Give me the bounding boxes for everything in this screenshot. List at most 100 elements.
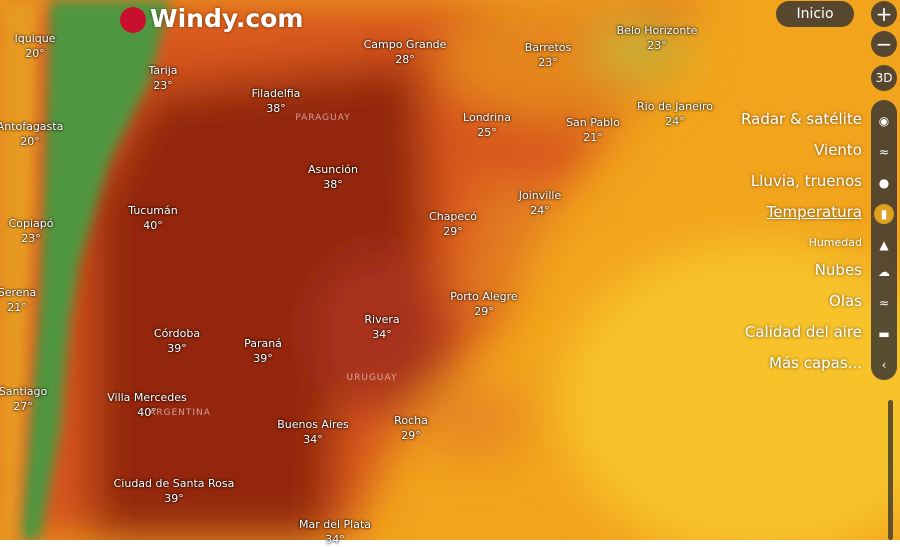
city-label[interactable]: Serena 21° (0, 285, 36, 315)
city-temp: 23° (647, 39, 667, 52)
city-label[interactable]: Antofagasta 20° (0, 119, 63, 149)
city-label[interactable]: Rivera 34° (364, 312, 399, 342)
city-name: Ciudad de Santa Rosa (113, 477, 235, 490)
zoom-in-button[interactable]: + (871, 1, 897, 27)
country-label: ARGENTINA (149, 408, 211, 418)
layer-item[interactable]: Más capas... (769, 354, 862, 372)
layer-icon-bar (871, 100, 897, 380)
city-name: Rio de Janeiro (637, 100, 713, 113)
layer-item[interactable]: Nubes (814, 261, 862, 279)
city-name: Londrina (463, 111, 511, 124)
city-label[interactable]: San Pablo 21° (566, 115, 620, 145)
city-name: Campo Grande (363, 38, 447, 51)
city-temp: 20° (25, 47, 45, 60)
city-label[interactable]: Belo Horizonte 23° (617, 23, 698, 53)
city-label[interactable]: Córdoba 39° (154, 326, 200, 356)
city-label[interactable]: Copiapó 23° (9, 216, 54, 246)
city-name: Copiapó (8, 217, 54, 230)
city-label[interactable]: Rio de Janeiro 24° (637, 99, 713, 129)
city-label[interactable]: Joinville 24° (519, 188, 561, 218)
layer-item[interactable]: Calidad del aire (744, 323, 862, 341)
city-label[interactable]: Londrina 25° (463, 110, 511, 140)
city-temp: 38° (266, 102, 286, 115)
country-label: URUGUAY (346, 373, 398, 383)
city-label[interactable]: Paraná 39° (244, 336, 282, 366)
city-temp: 34° (303, 433, 323, 446)
city-temp: 39° (253, 352, 273, 365)
city-label[interactable]: Filadelfia 38° (252, 86, 301, 116)
city-name: Tucumán (128, 204, 178, 217)
city-name: Serena (0, 286, 37, 299)
city-temp: 40° (137, 406, 157, 419)
city-label[interactable]: Chapecó 29° (429, 209, 477, 239)
city-temp: 25° (477, 126, 497, 139)
city-label[interactable]: Buenos Aires 34° (277, 417, 349, 447)
city-name: Mar del Plata (298, 518, 372, 531)
layer-icon[interactable]: ● (878, 176, 890, 190)
city-temp: 39° (167, 342, 187, 355)
layer-item[interactable]: Temperatura (766, 203, 862, 221)
layer-icon[interactable]: ≈ (878, 296, 890, 310)
city-label[interactable]: Asunción 38° (308, 162, 358, 192)
city-temp: 27° (13, 400, 33, 413)
city-name: Rocha (394, 414, 428, 427)
city-temp: 29° (443, 225, 463, 238)
city-temp: 21° (583, 131, 603, 144)
city-name: Rivera (364, 313, 400, 326)
city-label[interactable]: Villa Mercedes 40° (107, 390, 187, 420)
city-name: Joinville (518, 189, 562, 202)
city-label[interactable]: Porto Alegre 29° (450, 289, 517, 319)
city-label[interactable]: Campo Grande 28° (364, 37, 447, 67)
city-temp: 20° (20, 135, 40, 148)
layer-item[interactable]: Humedad (808, 236, 862, 249)
city-name: Santiago (0, 385, 48, 398)
city-name: Antofagasta (0, 120, 64, 133)
layer-item[interactable]: Viento (814, 141, 862, 159)
scrollbar[interactable] (888, 400, 893, 540)
city-temp: 23° (538, 56, 558, 69)
layer-icon[interactable]: ≈ (878, 145, 890, 159)
layer-item[interactable]: Lluvia, truenos (750, 172, 862, 190)
login-button[interactable]: Inicio (776, 1, 854, 27)
logo[interactable]: Windy.com (120, 4, 303, 33)
city-temp: 21° (7, 301, 27, 314)
layer-icon[interactable]: ▬ (878, 327, 890, 341)
country-label: PARAGUAY (295, 113, 351, 123)
zoom-out-button[interactable]: − (871, 31, 897, 57)
city-name: Villa Mercedes (107, 391, 187, 404)
city-label[interactable]: Iquique 20° (15, 31, 56, 61)
city-temp: 23° (153, 79, 173, 92)
city-temp: 39° (164, 492, 184, 505)
city-name: Chapecó (429, 210, 477, 223)
layer-item[interactable]: Olas (829, 292, 862, 310)
city-label[interactable]: Santiago 27° (0, 384, 47, 414)
city-name: Paraná (244, 337, 282, 350)
city-label[interactable]: Tarija 23° (148, 63, 177, 93)
city-temp: 29° (474, 305, 494, 318)
layer-item[interactable]: Radar & satélite (741, 110, 862, 128)
city-temp: 24° (530, 204, 550, 217)
layer-icon[interactable]: ☁ (878, 265, 890, 279)
city-temp: 28° (395, 53, 415, 66)
city-label[interactable]: Rocha 29° (394, 413, 428, 443)
city-label[interactable]: Ciudad de Santa Rosa 39° (114, 476, 235, 506)
layer-icon[interactable]: ◉ (878, 114, 890, 128)
layer-icon[interactable]: ▮ (874, 204, 894, 224)
city-temp: 23° (21, 232, 41, 245)
city-temp: 38° (323, 178, 343, 191)
layer-icon[interactable]: ▲ (879, 238, 889, 252)
city-label[interactable]: Barretos 23° (525, 40, 571, 70)
layer-icon[interactable]: ‹ (881, 358, 887, 372)
city-name: Asunción (307, 163, 359, 176)
login-text: Inicio (796, 6, 834, 22)
logo-text: Windy.com (150, 4, 304, 33)
city-name: Belo Horizonte (616, 24, 698, 37)
3d-button[interactable]: 3D (871, 65, 897, 91)
city-name: Tarija (148, 64, 178, 77)
city-label[interactable]: Mar del Plata 34° (299, 517, 371, 547)
city-name: Córdoba (153, 327, 201, 340)
city-name: Iquique (14, 32, 56, 45)
city-label[interactable]: Tucumán 40° (128, 203, 177, 233)
city-temp: 24° (665, 115, 685, 128)
